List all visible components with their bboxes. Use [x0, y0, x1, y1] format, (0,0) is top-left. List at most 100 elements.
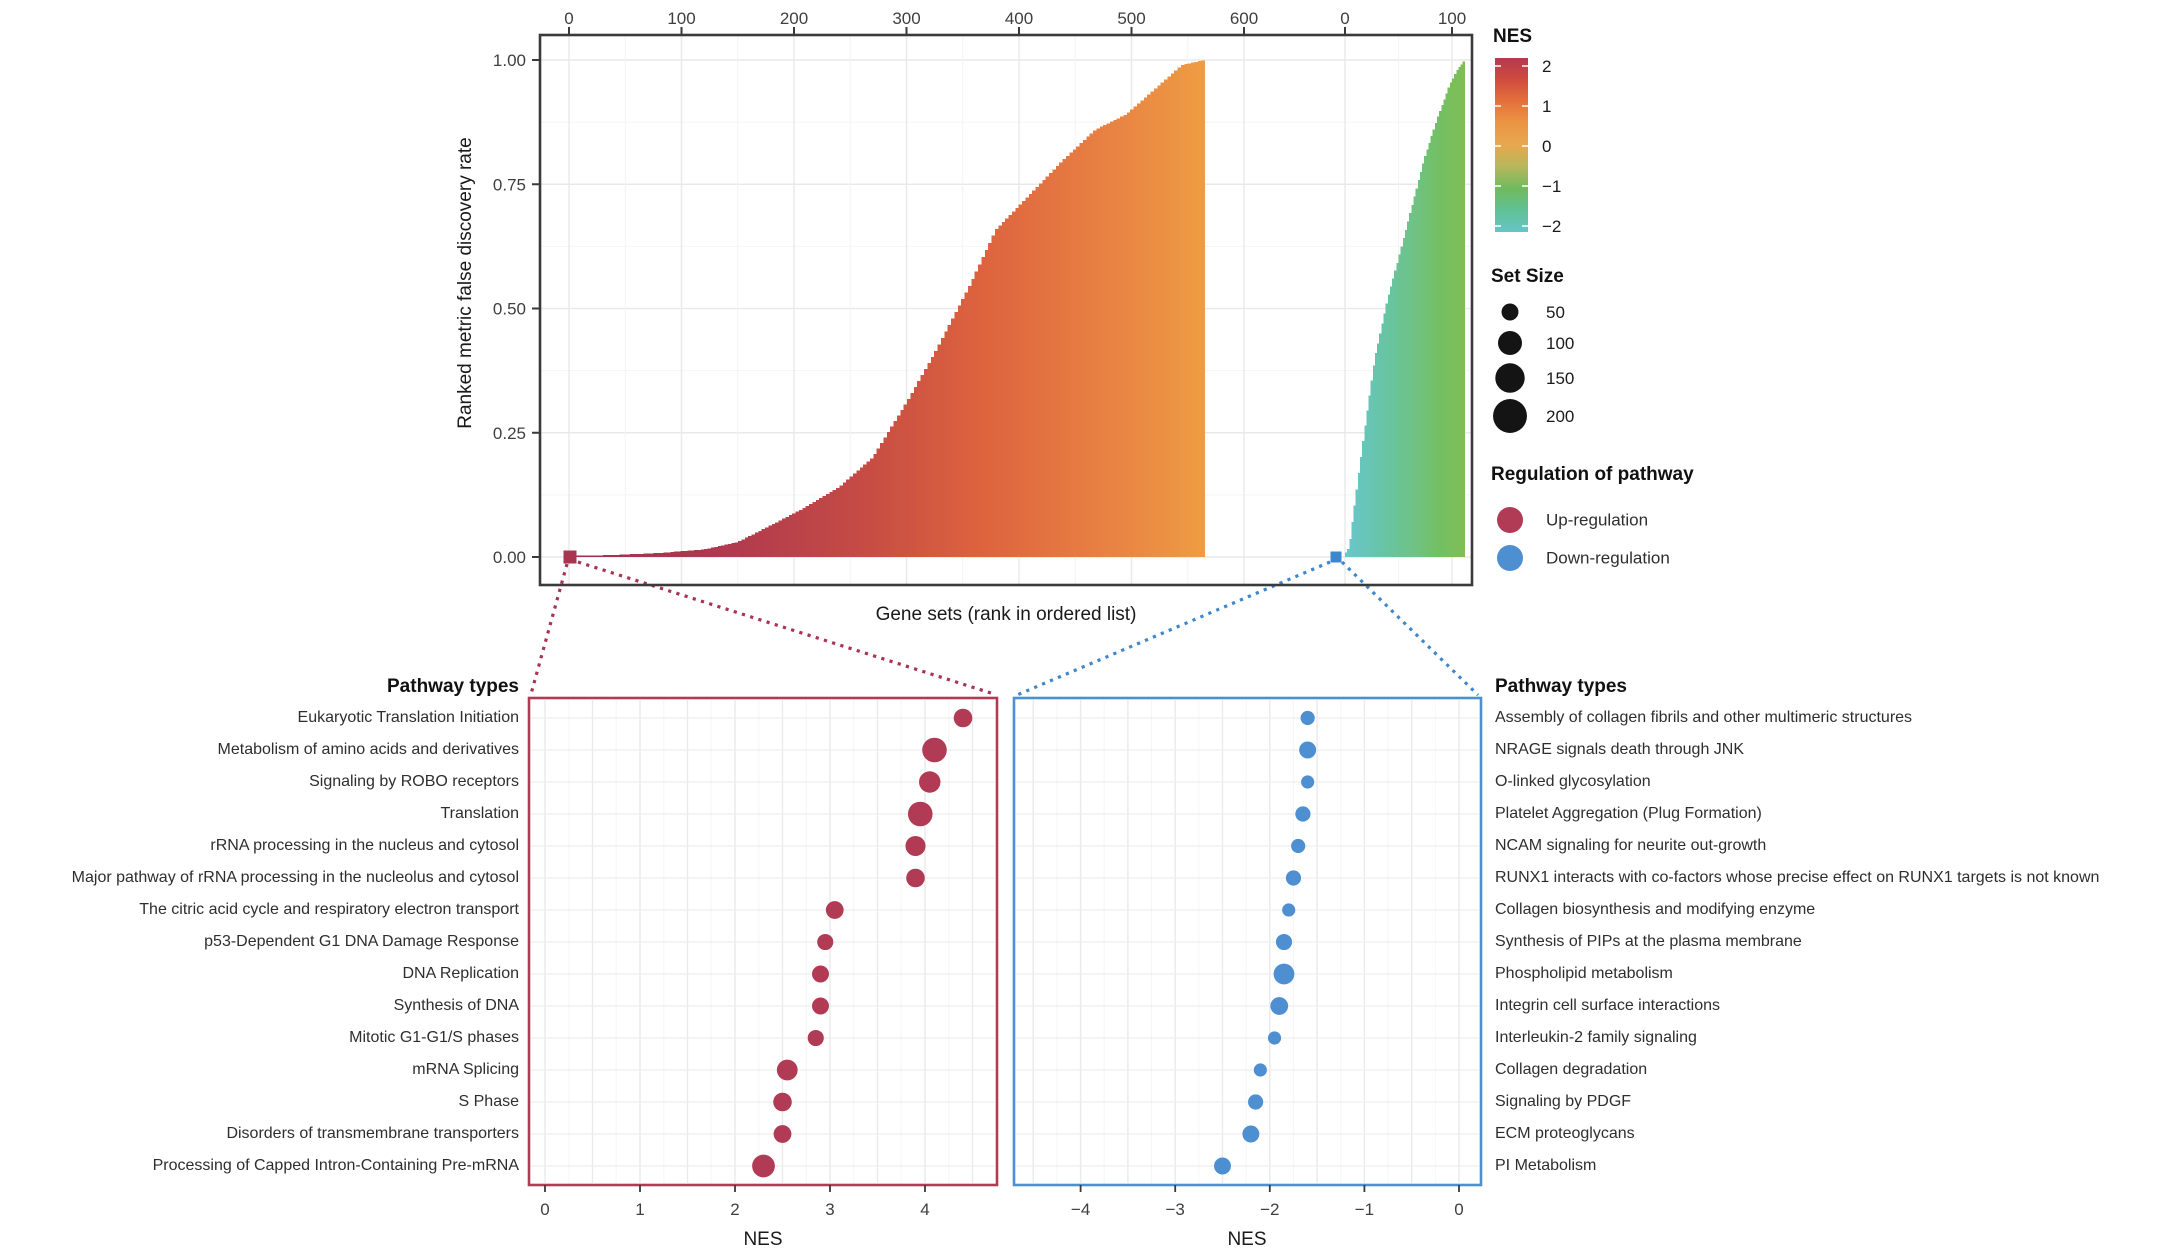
up-bar: [612, 554, 617, 557]
up-bar: [738, 541, 742, 557]
up-bar: [792, 513, 796, 557]
up-bar: [995, 228, 999, 557]
up-bar: [626, 554, 631, 557]
up-bar: [1113, 119, 1118, 557]
y-axis-tick-label: 0.25: [493, 424, 526, 443]
down-bar: [1458, 67, 1461, 557]
up-pathways-dot: [953, 708, 973, 728]
up-pathway-label: mRNA Splicing: [412, 1061, 519, 1078]
up-bar: [1025, 197, 1030, 557]
up-bar: [1184, 64, 1189, 558]
down-pathways-dot: [1301, 775, 1315, 789]
regulation-legend-title: Regulation of pathway: [1491, 464, 1694, 485]
up-bar: [589, 555, 594, 557]
down-pathway-label: Synthesis of PIPs at the plasma membrane: [1495, 933, 1802, 950]
up-bar: [917, 380, 922, 557]
down-bar: [1392, 278, 1395, 557]
up-bar: [771, 524, 776, 557]
up-pathway-label: S Phase: [458, 1093, 519, 1110]
down-pathway-label: Signaling by PDGF: [1495, 1093, 1632, 1110]
up-bar: [795, 511, 800, 557]
up-bar: [656, 553, 661, 557]
up-bar: [1150, 91, 1155, 558]
down-bar: [1430, 136, 1434, 557]
down-pathways-dot: [1242, 1125, 1260, 1143]
up-pathway-label: Metabolism of amino acids and derivative…: [217, 741, 519, 758]
up-bar: [907, 398, 911, 557]
up-bar: [1042, 179, 1047, 557]
up-bar: [1120, 116, 1124, 557]
down-panel-x-axis-title: NES: [1227, 1229, 1267, 1250]
up-bar: [1170, 73, 1175, 557]
up-pathways-dot: [773, 1125, 792, 1143]
up-bar: [1072, 149, 1077, 557]
up-bar: [1106, 123, 1111, 557]
up-bar: [1174, 70, 1178, 558]
down-bar: [1424, 156, 1427, 557]
down-pathway-label: Platelet Aggregation (Plug Formation): [1495, 805, 1762, 822]
up-bar: [1099, 126, 1104, 557]
set-size-legend-dot: [1495, 363, 1525, 393]
set-size-legend-dot: [1493, 399, 1527, 433]
up-bar: [643, 553, 648, 557]
down-bar: [1353, 505, 1357, 557]
up-bar: [1035, 186, 1040, 557]
up-pathway-label: rRNA processing in the nucleus and cytos…: [210, 837, 519, 854]
up-bar: [1140, 100, 1145, 558]
up-bar: [1055, 166, 1060, 557]
down-bar: [1449, 82, 1453, 557]
set-size-legend-label: 50: [1546, 303, 1565, 322]
down-pathways-axis-tick-label: 0: [1454, 1200, 1463, 1219]
up-bar: [731, 543, 736, 557]
up-bar: [1177, 67, 1182, 557]
up-bar: [853, 473, 857, 557]
nes-colorbar-tick-label: 1: [1542, 97, 1551, 116]
down-bar: [1349, 538, 1352, 557]
up-bar: [721, 545, 725, 557]
up-bar: [890, 426, 894, 557]
up-bar: [582, 555, 587, 557]
up-bar: [856, 470, 861, 557]
nes-colorbar-tick-label: 2: [1542, 57, 1551, 76]
up-bar: [1082, 139, 1087, 557]
up-pathways-axis-tick-label: 2: [730, 1200, 739, 1219]
down-pathways-axis-tick-label: −3: [1166, 1200, 1185, 1219]
up-bar: [602, 555, 607, 557]
up-bar: [765, 527, 769, 557]
down-pathways-dot: [1285, 870, 1302, 886]
up-pathways-axis-tick-label: 4: [920, 1200, 929, 1219]
set-size-legend-title: Set Size: [1491, 266, 1564, 287]
up-bar: [785, 516, 790, 557]
up-bar: [761, 529, 766, 557]
down-pathway-label: NCAM signaling for neurite out-growth: [1495, 837, 1767, 854]
main-x-axis-title: Gene sets (rank in ordered list): [875, 604, 1137, 625]
down-bar: [1347, 548, 1350, 557]
top-axis-tick-label: 600: [1230, 9, 1258, 28]
up-bar: [988, 242, 993, 558]
up-bar: [869, 458, 874, 557]
up-bar: [893, 421, 898, 557]
down-bar: [1434, 122, 1438, 557]
down-bar: [1387, 294, 1391, 557]
down-pathways-dot: [1253, 1063, 1267, 1077]
top-axis-tick-label: 400: [1005, 9, 1033, 28]
up-bar: [636, 553, 641, 557]
up-bar: [1008, 214, 1013, 557]
down-pathways-dot: [1267, 1031, 1282, 1045]
up-pathways-panel-border: [527, 696, 999, 1187]
up-bar: [819, 498, 823, 557]
up-bar: [1079, 143, 1084, 557]
up-bar: [984, 250, 989, 558]
up-bar: [697, 549, 702, 557]
down-pathways-dot: [1300, 710, 1315, 726]
down-pathway-label: ECM proteoglycans: [1495, 1125, 1635, 1142]
down-pathways-dot: [1282, 903, 1296, 917]
nes-colorbar: [1495, 58, 1528, 232]
down-bar: [1417, 180, 1421, 557]
down-bar: [1432, 129, 1436, 557]
up-pathway-label: The citric acid cycle and respiratory el…: [139, 901, 519, 918]
down-bar: [1441, 105, 1444, 557]
up-bar: [1126, 112, 1131, 558]
up-bar: [724, 544, 729, 557]
down-bar: [1462, 61, 1466, 558]
